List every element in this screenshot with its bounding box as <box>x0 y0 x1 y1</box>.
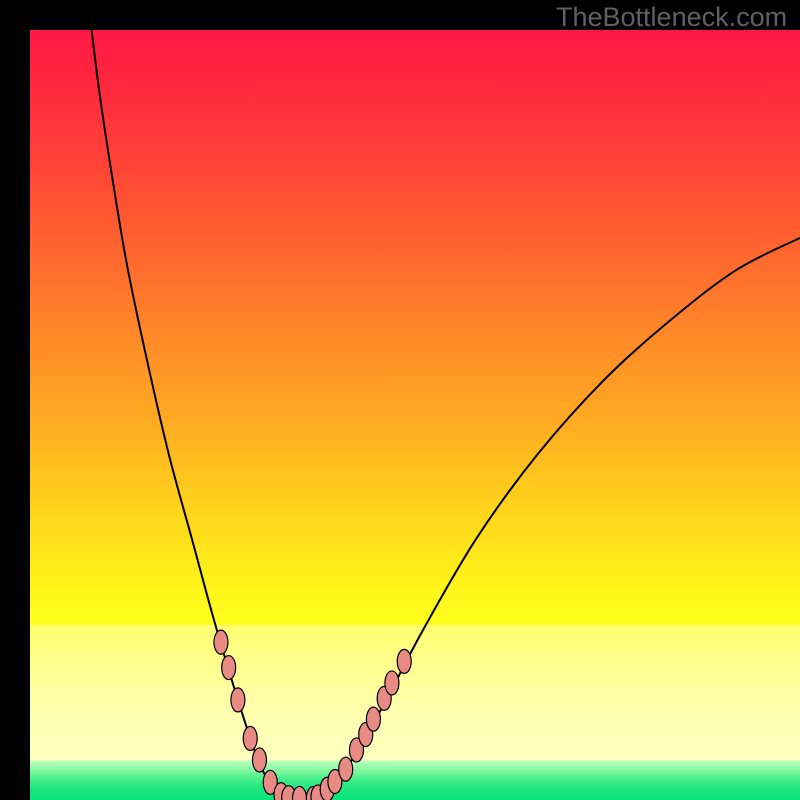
data-marker <box>231 688 245 712</box>
data-marker <box>397 649 411 673</box>
gradient-background <box>30 30 800 800</box>
data-marker <box>214 630 228 654</box>
watermark-text: TheBottleneck.com <box>556 2 787 33</box>
data-marker <box>385 671 399 695</box>
data-marker <box>339 757 353 781</box>
data-marker <box>366 707 380 731</box>
data-marker <box>222 656 236 680</box>
data-marker <box>243 726 257 750</box>
plot-area <box>30 30 800 800</box>
data-marker <box>252 748 266 772</box>
chart-canvas: TheBottleneck.com <box>0 0 800 800</box>
